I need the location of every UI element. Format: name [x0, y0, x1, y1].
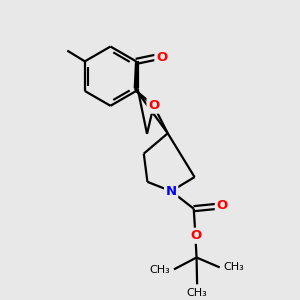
Text: CH₃: CH₃ — [187, 288, 208, 298]
Text: CH₃: CH₃ — [223, 262, 244, 272]
Text: O: O — [190, 229, 201, 242]
Text: O: O — [148, 99, 159, 112]
Text: CH₃: CH₃ — [150, 265, 171, 275]
Text: N: N — [166, 185, 177, 198]
Text: O: O — [156, 51, 167, 64]
Text: O: O — [216, 200, 228, 212]
